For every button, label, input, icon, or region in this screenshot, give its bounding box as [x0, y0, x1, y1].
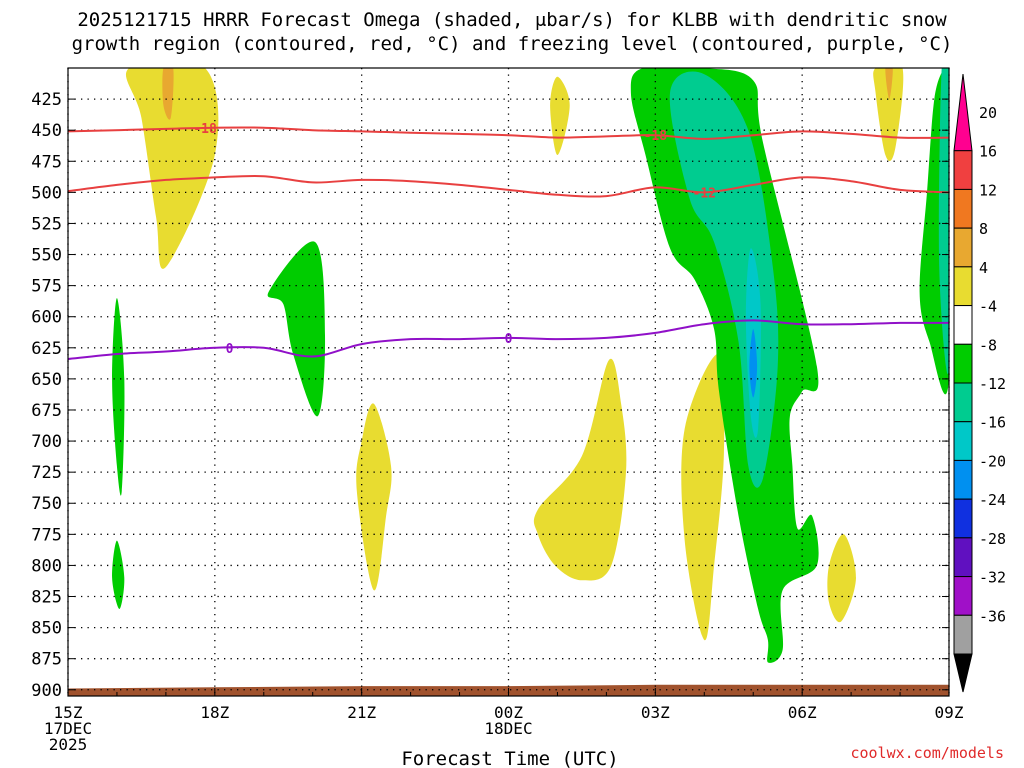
x-tick-label-0-1: 17DEC — [44, 719, 92, 738]
omega-region-12 — [630, 68, 819, 663]
x-axis-label: Forecast Time (UTC) — [401, 748, 618, 768]
omega-region-11 — [267, 241, 326, 417]
temperature-contours: -18 -18 -12 0 0 — [68, 122, 949, 360]
colorbar-label-12: -32 — [979, 569, 1006, 587]
omega-region-2 — [550, 76, 570, 155]
colorbar-bin-6 — [953, 343, 973, 384]
y-tick-label-425: 425 — [31, 90, 62, 110]
credit-text: coolwx.com/models — [850, 744, 1004, 762]
y-tick-label-800: 800 — [31, 556, 62, 576]
colorbar-bin-3 — [953, 227, 973, 268]
y-tick-label-575: 575 — [31, 277, 62, 297]
omega-region-0 — [126, 68, 219, 269]
contour-label-0-1: -18 — [644, 129, 668, 144]
colorbar-label-3: 8 — [979, 220, 988, 238]
colorbar-label-10: -24 — [979, 491, 1006, 509]
y-tick-label-600: 600 — [31, 308, 62, 328]
contour-label-2-0: 0 — [226, 342, 234, 357]
omega-region-5 — [356, 403, 392, 591]
omega-region-8 — [827, 534, 857, 623]
y-tick-label-750: 750 — [31, 494, 62, 514]
y-tick-label-675: 675 — [31, 401, 62, 421]
colorbar-label-2: 12 — [979, 181, 997, 199]
colorbar-bin-4 — [953, 266, 973, 307]
colorbar-label-9: -20 — [979, 452, 1006, 470]
colorbar-label-0: 20 — [979, 104, 997, 122]
omega-region-9 — [112, 298, 125, 496]
y-tick-label-550: 550 — [31, 246, 62, 266]
y-axis: 425 450 475 500 525 550 575 600 625 650 675 700 725 7… — [31, 90, 949, 701]
colorbar-bin-9 — [953, 459, 973, 500]
colorbar-bin-8 — [953, 421, 973, 461]
y-tick-label-825: 825 — [31, 588, 62, 608]
y-tick-label-775: 775 — [31, 525, 62, 545]
omega-region-1 — [162, 68, 174, 120]
y-tick-label-500: 500 — [31, 183, 62, 203]
colorbar-label-11: -28 — [979, 530, 1006, 548]
omega-region-7 — [681, 353, 725, 641]
x-tick-label-12-0: 03Z — [641, 703, 670, 722]
x-tick-label-9-1: 18DEC — [484, 719, 532, 738]
x-tick-label-18-0: 09Z — [935, 703, 964, 722]
colorbar-bin-top — [953, 73, 973, 152]
chart-title-line2: growth region (contoured, red, °C) and f… — [71, 33, 953, 55]
y-tick-label-700: 700 — [31, 432, 62, 452]
contour-line-m12 — [68, 174, 949, 198]
contour-label-1-0: -12 — [693, 186, 716, 201]
omega-region-10 — [112, 540, 125, 609]
colorbar-bin-5 — [953, 305, 973, 345]
omega-shading-layer — [112, 68, 949, 663]
y-tick-label-875: 875 — [31, 650, 62, 670]
x-tick-label-3-0: 18Z — [200, 703, 229, 722]
colorbar-label-8: -16 — [979, 414, 1006, 432]
contour-line-0 — [68, 319, 949, 360]
colorbar-bin-12 — [953, 576, 973, 616]
colorbar-bin-2 — [953, 188, 973, 229]
omega-region-4 — [885, 68, 893, 100]
colorbar-label-5: -4 — [979, 298, 997, 316]
y-tick-label-900: 900 — [31, 681, 62, 701]
colorbar-bin-10 — [953, 498, 973, 539]
colorbar-label-13: -36 — [979, 607, 1006, 625]
contour-label-0-0: -18 — [193, 122, 217, 137]
x-tick-label-15-0: 06Z — [788, 703, 817, 722]
x-tick-label-0-2: 2025 — [49, 735, 88, 754]
y-tick-label-475: 475 — [31, 152, 62, 172]
contour-label-2-1: 0 — [505, 332, 513, 347]
y-tick-label-650: 650 — [31, 370, 62, 390]
colorbar: 20 16 12 8 4 -4 -8 -12 -16 -20 -24 -28 -32 -36 — [953, 73, 1006, 693]
y-tick-label-525: 525 — [31, 214, 62, 234]
y-tick-label-725: 725 — [31, 463, 62, 483]
x-tick-label-6-0: 21Z — [347, 703, 376, 722]
colorbar-bin-1 — [953, 150, 973, 190]
omega-region-15 — [749, 329, 758, 398]
colorbar-label-6: -8 — [979, 336, 997, 354]
y-tick-label-450: 450 — [31, 121, 62, 141]
colorbar-label-1: 16 — [979, 143, 997, 161]
colorbar-bin-13 — [953, 614, 973, 655]
y-tick-label-850: 850 — [31, 619, 62, 639]
x-tick-label-9-0: 00Z — [494, 703, 523, 722]
colorbar-bin-7 — [953, 382, 973, 423]
colorbar-bin-under — [953, 653, 973, 693]
omega-region-17 — [938, 68, 949, 375]
x-tick-label-0-0: 15Z — [54, 703, 83, 722]
contour-line-m18 — [68, 126, 949, 140]
y-tick-label-625: 625 — [31, 339, 62, 359]
colorbar-label-7: -12 — [979, 375, 1006, 393]
omega-region-6 — [533, 358, 627, 581]
colorbar-label-4: 4 — [979, 259, 988, 277]
colorbar-bin-11 — [953, 537, 973, 578]
chart-title-line1: 2025121715 HRRR Forecast Omega (shaded, … — [77, 9, 947, 31]
